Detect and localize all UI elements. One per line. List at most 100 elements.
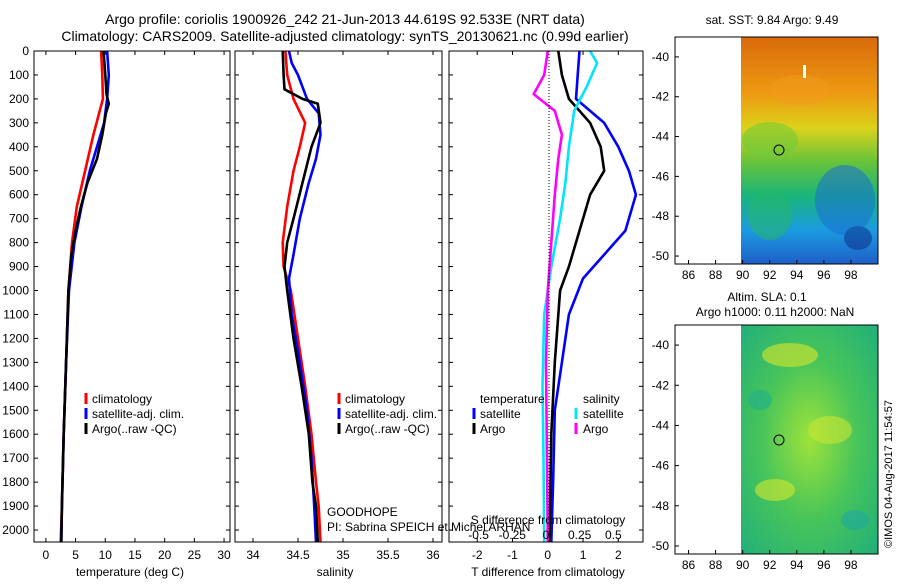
- series-line-argo-raw-qc: [60, 50, 111, 543]
- sst-map-panel: sat. SST: 9.84 Argo: 9.49 -40-42-44-46-4…: [652, 13, 879, 282]
- figure-title-line2: Climatology: CARS2009. Satellite-adjuste…: [61, 28, 628, 44]
- x-tick-label: 0: [43, 548, 50, 562]
- map-lon-tick-label: 98: [844, 268, 858, 282]
- map-lon-tick-label: 98: [844, 558, 858, 572]
- temperature-plot-frame: [33, 50, 231, 543]
- series-line-salinity-satellite: [541, 50, 599, 543]
- map-lon-tick-label: 92: [763, 558, 777, 572]
- salinity-diff-tick-label: 0.25: [568, 528, 592, 542]
- sst-map-axes: -40 -42 -44 -46 -48 -50 86 88 90 92 94 96 98: [652, 50, 858, 282]
- depth-tick-label: 1400: [2, 379, 29, 393]
- depth-tick-label: 600: [9, 188, 29, 202]
- temperature-axes: 0100200300400500600700800900100011001200…: [2, 44, 231, 562]
- depth-tick-label: 400: [9, 140, 29, 154]
- map-lon-tick-label: 88: [709, 558, 723, 572]
- legend-climatology-label: climatology: [345, 392, 405, 406]
- x-tick-label: 35.5: [376, 548, 400, 562]
- depth-tick-label: 900: [9, 260, 29, 274]
- depth-tick-label: 0: [22, 44, 29, 58]
- legend-temp-satellite-label: satellite: [480, 407, 521, 421]
- sla-map-axes: -40 -42 -44 -46 -48 -50 86 88 90 92 94 96 98: [652, 338, 858, 572]
- salinity-xlabel: salinity: [317, 565, 354, 579]
- sst-argo-marker-white: [803, 65, 806, 78]
- x-tick-label: 25: [188, 548, 202, 562]
- sla-argo-location-marker: [773, 434, 785, 446]
- depth-tick-label: 1600: [2, 427, 29, 441]
- map-lat-tick-label: -46: [652, 459, 670, 473]
- map-lon-tick-label: 90: [736, 268, 750, 282]
- difference-xlabel-top: S difference from climatology: [471, 513, 626, 527]
- salinity-legend: climatology satellite-adj. clim. Argo(..…: [337, 392, 437, 436]
- imos-credit: ©IMOS 04-Aug-2017 11:54:57: [883, 400, 895, 548]
- x-tick-label: 10: [99, 548, 113, 562]
- salinity-axes: 34 34.5 35 35.5 36: [235, 50, 442, 562]
- legend-sal-satellite-label: satellite: [583, 407, 624, 421]
- legend-salinity-header: salinity: [583, 392, 620, 406]
- figure-title-line1: Argo profile: coriolis 1900926_242 21-Ju…: [105, 11, 585, 27]
- depth-tick-label: 1200: [2, 331, 29, 345]
- x-tick-label: 36: [426, 548, 440, 562]
- depth-tick-label: 300: [9, 116, 29, 130]
- depth-tick-label: 200: [9, 92, 29, 106]
- depth-tick-label: 1500: [2, 403, 29, 417]
- legend-temperature-header: temperature: [480, 392, 545, 406]
- sla-map-title-line1: Altim. SLA: 0.1: [727, 290, 807, 304]
- map-lat-tick-label: -44: [652, 418, 670, 432]
- map-lat-tick-label: -48: [652, 209, 670, 223]
- map-lat-tick-label: -50: [652, 539, 670, 553]
- sst-cold-patch: [815, 165, 875, 235]
- salinity-diff-tick-label: 0.5: [605, 528, 622, 542]
- series-line-salinity-argo: [532, 50, 564, 543]
- map-lon-tick-label: 94: [790, 558, 804, 572]
- sst-map-frame: [674, 36, 879, 265]
- x-tick-label: 34: [246, 548, 260, 562]
- map-lon-tick-label: 96: [817, 268, 831, 282]
- map-lat-tick-label: -44: [652, 130, 670, 144]
- map-lat-tick-label: -46: [652, 169, 670, 183]
- x-tick-label: 35: [336, 548, 350, 562]
- depth-tick-label: 1700: [2, 451, 29, 465]
- series-line-argo-raw-qc: [281, 50, 322, 543]
- legend-sal-argo-label: Argo: [583, 422, 609, 436]
- x-tick-label: -2: [472, 548, 483, 562]
- temperature-panel: 0100200300400500600700800900100011001200…: [2, 44, 231, 579]
- sst-cold-core: [844, 226, 872, 250]
- sst-map-title: sat. SST: 9.84 Argo: 9.49: [706, 13, 839, 27]
- sla-high-patch: [808, 416, 852, 444]
- salinity-scale: -0.5 -0.25 0 0.25 0.5: [468, 528, 622, 542]
- x-tick-label: 0: [544, 548, 551, 562]
- map-lat-tick-label: -50: [652, 249, 670, 263]
- x-tick-label: 15: [128, 548, 142, 562]
- map-lat-tick-label: -40: [652, 338, 670, 352]
- difference-panel: -2 -1 0 1 2 S difference from climatology T …: [448, 50, 644, 579]
- series-line-temperature-satellite: [550, 50, 638, 543]
- difference-axes: -2 -1 0 1 2: [449, 50, 643, 562]
- salinity-panel: 34 34.5 35 35.5 36 salinity climatology sate…: [234, 50, 530, 579]
- map-lon-tick-label: 90: [736, 558, 750, 572]
- difference-legend: temperature salinity satellite Argo sate…: [472, 392, 624, 436]
- sst-argo-location-marker: [773, 144, 785, 156]
- map-lon-tick-label: 86: [682, 558, 696, 572]
- depth-tick-label: 100: [9, 68, 29, 82]
- legend-satellite-label: satellite-adj. clim.: [92, 407, 184, 421]
- depth-tick-label: 700: [9, 212, 29, 226]
- depth-tick-label: 1800: [2, 475, 29, 489]
- map-lon-tick-label: 96: [817, 558, 831, 572]
- sla-map-frame: [674, 324, 879, 555]
- x-tick-label: 1: [580, 548, 587, 562]
- difference-plot-frame: [448, 50, 644, 543]
- sla-low-patch: [748, 390, 772, 410]
- depth-tick-label: 500: [9, 164, 29, 178]
- x-tick-label: 30: [217, 548, 231, 562]
- depth-tick-label: 1100: [3, 307, 29, 321]
- x-tick-label: 2: [615, 548, 622, 562]
- x-tick-label: 34.5: [286, 548, 310, 562]
- map-lon-tick-label: 92: [763, 268, 777, 282]
- legend-argo-label: Argo(..raw -QC): [92, 422, 177, 436]
- map-lat-tick-label: -48: [652, 499, 670, 513]
- sla-map-title-line2: Argo h1000: 0.11 h2000: NaN: [696, 305, 855, 319]
- sla-high-patch: [755, 479, 795, 501]
- salinity-diff-tick-label: 0: [543, 528, 550, 542]
- legend-satellite-label: satellite-adj. clim.: [345, 407, 437, 421]
- series-line-temperature-argo: [548, 50, 606, 543]
